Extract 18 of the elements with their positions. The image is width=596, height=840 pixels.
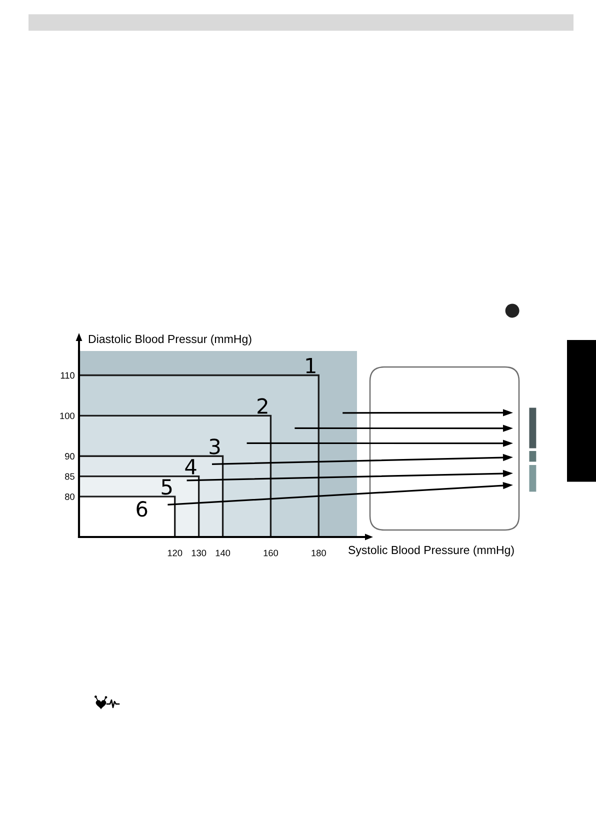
x-tick-label: 130 <box>192 550 206 556</box>
x-axis-title: Systolic Blood Pressure (mmHg) <box>348 546 514 556</box>
y-tick-label: 100 <box>60 412 74 420</box>
y-tick-label: 110 <box>60 372 74 379</box>
y-tick-label: 80 <box>65 493 74 500</box>
x-tick-label: 120 <box>168 550 182 556</box>
annotation: 6 <box>136 501 148 517</box>
x-tick-label: 140 <box>216 550 230 556</box>
annotation: 4 <box>185 459 196 474</box>
x-tick-label: 160 <box>264 550 278 556</box>
annotation: 2 <box>258 398 268 414</box>
annotation: 5 <box>162 479 172 495</box>
y-axis-title: Diastolic Blood Pressur (mmHg) <box>88 334 252 346</box>
annotation: 1 <box>306 358 316 374</box>
x-tick-label: 180 <box>312 550 326 556</box>
y-tick-label: 90 <box>65 453 74 460</box>
annotation: 3 <box>210 438 220 454</box>
y-tick-label: 85 <box>65 473 74 480</box>
